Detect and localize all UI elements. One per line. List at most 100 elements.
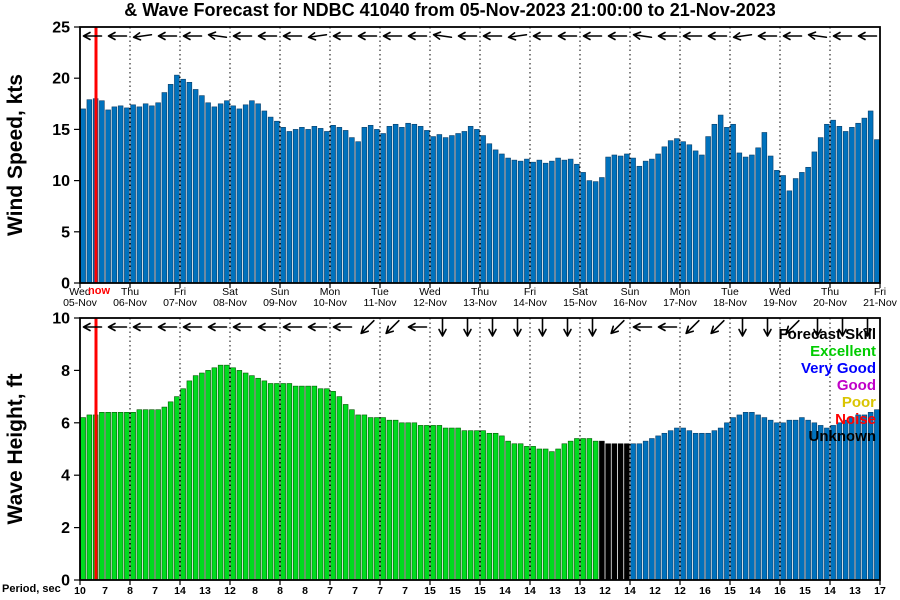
wind-bar (561, 159, 568, 284)
wind-bar (674, 138, 680, 284)
wave-bar (186, 380, 193, 581)
day-label-dow: Wed (769, 286, 791, 298)
day-label-dow: Sun (621, 286, 640, 298)
wind-direction-arrow (607, 31, 628, 41)
wave-bar (280, 383, 286, 581)
wave-bar (492, 432, 499, 581)
y-tick-label: 20 (52, 71, 70, 88)
wind-bar (699, 154, 705, 284)
period-value: 12 (649, 585, 661, 597)
wave-bar (342, 404, 349, 581)
wind-bar (642, 160, 649, 284)
wind-bar (417, 126, 424, 284)
wave-bar (561, 443, 568, 581)
period-value: 7 (327, 585, 333, 597)
wave-bar (749, 412, 755, 581)
wave-bar (830, 425, 836, 581)
period-value: 8 (252, 585, 258, 597)
wave-bar (299, 385, 305, 581)
wind-bar (799, 172, 805, 284)
wind-bar (236, 108, 243, 284)
wind-bar (330, 125, 336, 284)
wave-bar (242, 372, 249, 581)
wave-bar (355, 414, 361, 581)
period-value: 7 (102, 585, 108, 597)
wave-direction-arrow (332, 322, 353, 332)
wind-bar (761, 132, 768, 284)
wind-bar (630, 157, 636, 284)
wind-bar (842, 131, 849, 284)
wave-bar (636, 443, 643, 581)
wind-bar (649, 158, 655, 284)
wind-bar (367, 125, 374, 284)
period-value: 7 (377, 585, 383, 597)
wind-bar (167, 84, 174, 284)
wave-bar (649, 438, 655, 581)
day-label-date: 07-Nov (163, 297, 198, 309)
legend-entry-noise: Noise (835, 411, 876, 428)
wave-bar (817, 425, 824, 581)
wind-bar (824, 123, 830, 284)
period-value: 16 (699, 585, 711, 597)
wind-direction-arrow (107, 31, 128, 41)
wave-bar (80, 417, 86, 581)
wind-bar (536, 159, 543, 284)
wind-bar (849, 127, 855, 284)
wave-bar (180, 388, 186, 581)
day-label-dow: Mon (320, 286, 341, 298)
day-label-dow: Wed (419, 286, 441, 298)
wave-bar (586, 438, 593, 581)
wind-bar (742, 156, 749, 284)
wind-bar (424, 130, 430, 284)
day-label-dow: Wed (69, 286, 91, 298)
period-value: 13 (549, 585, 561, 597)
wave-bar (655, 435, 661, 581)
day-label-date: 21-Nov (863, 297, 898, 309)
wind-bar (817, 137, 824, 284)
period-value: 12 (599, 585, 611, 597)
wave-bar (292, 385, 299, 581)
y-tick-label: 6 (61, 415, 70, 432)
wave-bar (624, 443, 630, 581)
wave-bar (99, 412, 105, 581)
wave-direction-arrow (257, 322, 278, 332)
day-label-date: 20-Nov (813, 297, 848, 309)
wind-bar (205, 102, 211, 284)
day-label-dow: Thu (821, 286, 839, 298)
period-value: 13 (199, 585, 211, 597)
wind-bar (99, 100, 105, 284)
wind-bar (474, 129, 480, 284)
wind-bar (224, 100, 230, 284)
wave-direction-arrow (407, 322, 428, 332)
wind-direction-arrow (457, 31, 478, 41)
wave-direction-arrow (838, 317, 847, 337)
period-value: 15 (474, 585, 486, 597)
wind-bar (230, 105, 236, 284)
wave-bar (617, 443, 624, 581)
wind-direction-arrow (82, 31, 103, 41)
wind-bar (449, 135, 455, 284)
wave-bar (442, 427, 449, 581)
wind-bar (586, 180, 593, 284)
day-label-dow: Fri (874, 286, 886, 298)
wind-direction-arrow (282, 31, 303, 41)
day-label-date: 12-Nov (413, 297, 448, 309)
wind-bar (392, 123, 399, 284)
period-value: 14 (174, 585, 186, 597)
wind-bar (811, 151, 818, 284)
wave-direction-arrow (563, 317, 572, 337)
wave-bar (730, 417, 736, 581)
wind-direction-arrow (757, 31, 778, 41)
page-title: & Wave Forecast for NDBC 41040 from 05-N… (124, 0, 776, 20)
wave-bar (667, 430, 674, 581)
wind-bar (680, 141, 686, 284)
wind-direction-arrow (507, 32, 528, 41)
wave-bar (217, 364, 224, 581)
wave-bar (411, 422, 418, 581)
wave-bar (267, 383, 274, 581)
wind-direction-arrow (482, 31, 503, 41)
wave-bar (417, 425, 424, 581)
wind-bar (661, 146, 668, 284)
